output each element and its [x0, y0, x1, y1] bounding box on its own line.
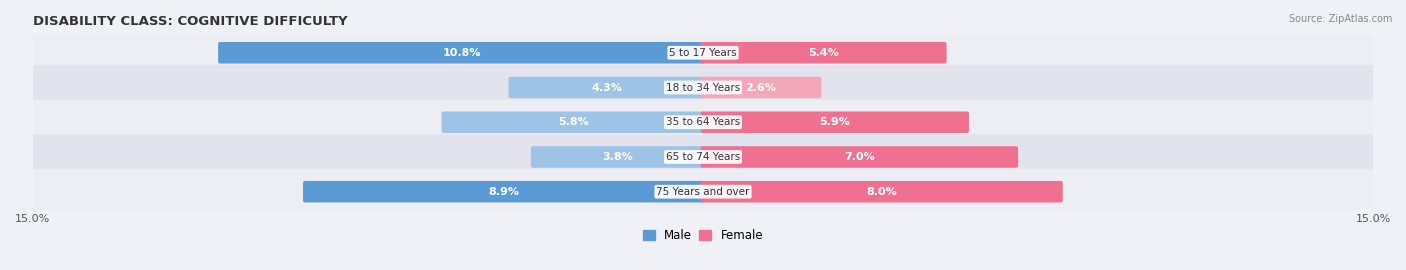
FancyBboxPatch shape — [700, 77, 821, 98]
Text: 8.0%: 8.0% — [866, 187, 897, 197]
FancyBboxPatch shape — [700, 42, 946, 63]
Text: 2.6%: 2.6% — [745, 83, 776, 93]
Text: 7.0%: 7.0% — [844, 152, 875, 162]
FancyBboxPatch shape — [13, 134, 1393, 180]
FancyBboxPatch shape — [700, 146, 1018, 168]
FancyBboxPatch shape — [13, 169, 1393, 214]
Text: 65 to 74 Years: 65 to 74 Years — [666, 152, 740, 162]
Text: DISABILITY CLASS: COGNITIVE DIFFICULTY: DISABILITY CLASS: COGNITIVE DIFFICULTY — [32, 15, 347, 28]
Text: 8.9%: 8.9% — [489, 187, 520, 197]
Text: 35 to 64 Years: 35 to 64 Years — [666, 117, 740, 127]
Text: 5.8%: 5.8% — [558, 117, 589, 127]
Text: 18 to 34 Years: 18 to 34 Years — [666, 83, 740, 93]
FancyBboxPatch shape — [700, 112, 969, 133]
FancyBboxPatch shape — [304, 181, 706, 202]
Legend: Male, Female: Male, Female — [643, 230, 763, 242]
Text: Source: ZipAtlas.com: Source: ZipAtlas.com — [1288, 14, 1392, 23]
FancyBboxPatch shape — [509, 77, 706, 98]
FancyBboxPatch shape — [13, 65, 1393, 110]
FancyBboxPatch shape — [700, 181, 1063, 202]
Text: 5.9%: 5.9% — [820, 117, 851, 127]
FancyBboxPatch shape — [531, 146, 706, 168]
Text: 75 Years and over: 75 Years and over — [657, 187, 749, 197]
FancyBboxPatch shape — [13, 30, 1393, 75]
FancyBboxPatch shape — [441, 112, 706, 133]
Text: 5.4%: 5.4% — [808, 48, 839, 58]
Text: 10.8%: 10.8% — [443, 48, 481, 58]
Text: 4.3%: 4.3% — [592, 83, 623, 93]
FancyBboxPatch shape — [218, 42, 706, 63]
Text: 5 to 17 Years: 5 to 17 Years — [669, 48, 737, 58]
FancyBboxPatch shape — [13, 100, 1393, 145]
Text: 3.8%: 3.8% — [603, 152, 634, 162]
